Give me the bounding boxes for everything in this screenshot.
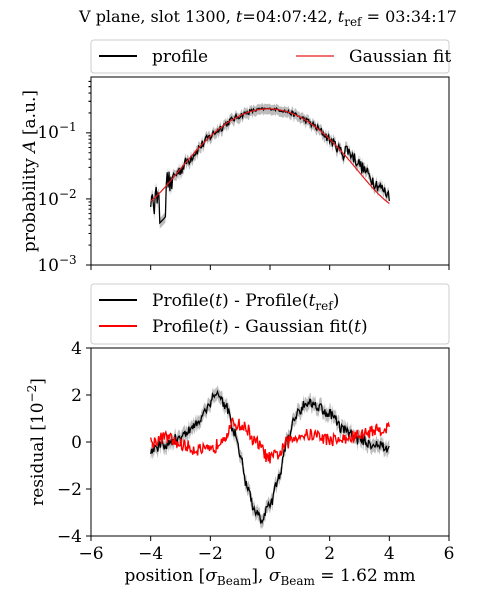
ytick-label-1e-3: 10−3 bbox=[37, 253, 76, 276]
xtick-label: −2 bbox=[198, 544, 223, 564]
profile-diff-line bbox=[150, 389, 390, 525]
top-legend-frame bbox=[90, 39, 450, 74]
xtick-label: 2 bbox=[324, 544, 335, 564]
ytick-label-1e-1: 10−1 bbox=[37, 120, 76, 143]
residual-ytick-label: 0 bbox=[71, 433, 82, 453]
residual-ytick-label: −4 bbox=[57, 527, 82, 547]
xtick-label: 4 bbox=[384, 544, 395, 564]
residual-ytick-label: 4 bbox=[71, 339, 82, 359]
residual-legend: Profile(t) - Profile(tref) Profile(t) - … bbox=[90, 283, 450, 345]
profile-diff-uncertainty-band bbox=[150, 385, 390, 530]
profile-uncertainty-band bbox=[150, 103, 390, 229]
legend-label-gaussian-fit: Gaussian fit bbox=[349, 47, 451, 67]
residual-legend-frame bbox=[90, 283, 450, 345]
xtick-label: 0 bbox=[265, 544, 276, 564]
xtick-label: 6 bbox=[444, 544, 455, 564]
legend-label-fit-diff: Profile(t) - Gaussian fit(t) bbox=[152, 317, 368, 337]
gaussian-fit-line bbox=[150, 108, 390, 204]
top-legend: profile Gaussian fit bbox=[90, 39, 451, 74]
residual-ytick-label: −2 bbox=[57, 480, 82, 500]
profile-line bbox=[150, 106, 390, 225]
profile-plot: 10−1 10−2 10−3 probability A [a.u.] bbox=[20, 76, 450, 276]
residual-y-axis-label: residual [10−2] bbox=[25, 378, 48, 506]
xtick-label: −6 bbox=[78, 544, 103, 564]
legend-label-profile: profile bbox=[152, 47, 208, 67]
profile-y-axis-label: probability A [a.u.] bbox=[20, 90, 40, 252]
chart-title: V plane, slot 1300, t=04:07:42, tref = 0… bbox=[78, 7, 457, 29]
x-axis-label: position [σBeam], σBeam = 1.62 mm bbox=[125, 566, 416, 588]
xtick-label: −4 bbox=[138, 544, 163, 564]
legend-label-profile-diff: Profile(t) - Profile(tref) bbox=[152, 291, 339, 313]
ytick-label-1e-2: 10−2 bbox=[37, 187, 76, 210]
residual-ytick-label: 2 bbox=[71, 386, 82, 406]
fit-diff-line bbox=[150, 417, 390, 464]
